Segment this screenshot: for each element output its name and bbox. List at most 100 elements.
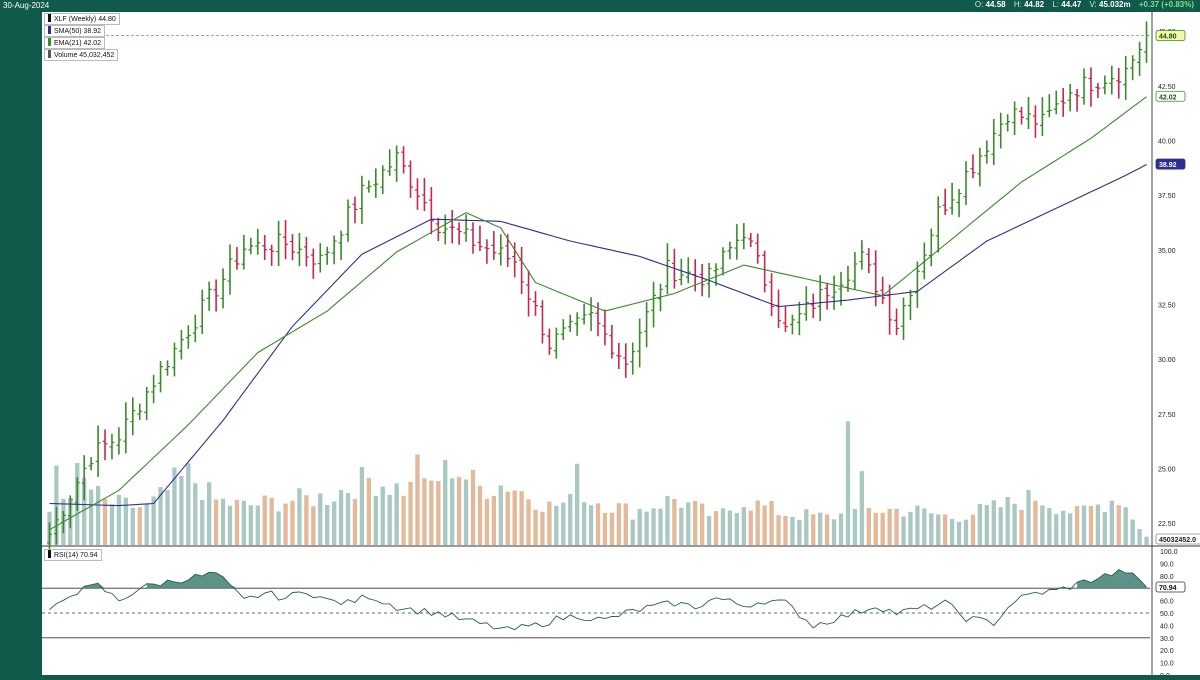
- rsi-tick-label: 90.0: [1160, 561, 1174, 568]
- legend-volume-text: Volume 45,032,452: [54, 52, 115, 59]
- rsi-tick-label: 100.0: [1160, 549, 1178, 556]
- volume-bar: [116, 494, 122, 545]
- date-label: 30-Aug-2024: [3, 1, 50, 10]
- price-badge-box: [1155, 30, 1186, 41]
- volume-bar: [713, 511, 719, 545]
- volume-bar: [699, 503, 705, 545]
- volume-bar: [977, 504, 983, 545]
- volume-bar: [443, 460, 448, 545]
- volume-bar: [151, 496, 156, 545]
- volume-bar: [1047, 507, 1052, 545]
- volume-bar: [408, 481, 413, 545]
- rsi-badge: 70.94: [1159, 585, 1177, 592]
- volume-bar: [463, 479, 469, 545]
- volume-bar: [1144, 536, 1149, 545]
- volume-bar: [234, 499, 240, 545]
- volume-label: V:: [1089, 0, 1097, 9]
- volume-bar: [88, 489, 94, 545]
- volume-bar: [1116, 505, 1121, 545]
- volume-bar: [852, 508, 858, 545]
- price-tick-label: 30.00: [1158, 357, 1176, 364]
- volume-bar: [248, 505, 253, 545]
- volume-bar: [811, 514, 816, 545]
- legend-price-swatch: [48, 14, 51, 22]
- volume-bar: [866, 508, 871, 545]
- volume-bar: [304, 495, 309, 545]
- volume-bar: [422, 478, 427, 545]
- ema-line: [49, 96, 1147, 531]
- volume-bar: [526, 499, 531, 545]
- volume-bar: [436, 481, 441, 545]
- legend-price: XLF (Weekly) 44.80: [44, 13, 120, 25]
- volume-bar: [540, 511, 545, 545]
- volume-bar: [998, 507, 1003, 545]
- volume-bar: [429, 480, 434, 545]
- volume-bar: [1061, 510, 1066, 545]
- volume-bar: [1102, 512, 1108, 545]
- volume-bar: [873, 512, 878, 545]
- sma-badge: 38.92: [1159, 162, 1177, 169]
- volume-bar: [477, 485, 483, 545]
- ema-badge-box: [1155, 90, 1186, 102]
- volume-bar: [484, 498, 490, 545]
- volume-bar: [255, 505, 260, 545]
- volume-bar: [651, 508, 656, 545]
- ema-badge: 42.02: [1159, 94, 1177, 101]
- volume-bar: [790, 516, 795, 545]
- volume-bar: [165, 490, 170, 545]
- volume-bar: [1095, 504, 1101, 545]
- price-tick-label: 40.00: [1158, 138, 1176, 145]
- volume-bar: [269, 497, 274, 545]
- volume-value: 45.032m: [1099, 0, 1131, 9]
- high-label: H:: [1013, 0, 1022, 9]
- sma-line: [49, 164, 1147, 507]
- price-tick-label: 42.50: [1158, 84, 1176, 91]
- legend-price-text: XLF (Weekly) 44.80: [54, 16, 116, 23]
- volume-bar: [1088, 505, 1094, 545]
- rsi-overbought-fill: [84, 569, 1147, 589]
- volume-bar: [220, 498, 226, 545]
- rsi-tick-label: 60.0: [1160, 599, 1174, 606]
- legend-ema-text: EMA(21) 42.02: [54, 40, 102, 47]
- legend-rsi-swatch: [48, 550, 51, 558]
- volume-bar: [179, 476, 184, 545]
- volume-bar: [262, 495, 267, 545]
- volume-bar: [54, 465, 59, 545]
- volume-bar: [831, 519, 837, 545]
- legend-volume-swatch: [48, 50, 51, 58]
- volume-badge: 45032452.0: [1159, 537, 1196, 544]
- volume-bar: [1067, 513, 1073, 545]
- legend-volume: Volume 45,032,452: [44, 49, 119, 61]
- volume-bar: [818, 512, 823, 545]
- rsi-tick-label: 80.0: [1160, 574, 1174, 581]
- price-tick-label: 27.50: [1158, 412, 1176, 419]
- volume-bar: [366, 478, 372, 545]
- rsi-tick-label: 30.0: [1160, 636, 1174, 643]
- price-tick-label: 37.50: [1158, 193, 1176, 200]
- volume-bar: [741, 507, 746, 545]
- volume-bar: [762, 505, 767, 545]
- legend-rsi: RSI(14) 70.94: [44, 549, 102, 561]
- volume-bar: [394, 483, 399, 545]
- chart-svg[interactable]: 22.50 25.00 27.50 30.00 32.50 35.00 37.50 40.00…: [20, 12, 1200, 680]
- volume-bar: [331, 501, 337, 545]
- volume-bar: [387, 494, 392, 545]
- volume-bar: [1040, 505, 1045, 545]
- volume-bar: [345, 493, 351, 545]
- grid-lines: [42, 12, 1200, 675]
- volume-bar: [672, 499, 677, 545]
- volume-bar: [1054, 514, 1059, 545]
- volume-bar: [491, 495, 497, 545]
- change-value: +0.37 (+0.83%): [1138, 0, 1194, 9]
- volume-bar: [338, 490, 344, 545]
- volume-bar: [595, 503, 601, 545]
- rsi-tick-label: 50.0: [1160, 611, 1174, 618]
- volume-bar: [95, 486, 101, 545]
- sma-badge-box: [1155, 158, 1186, 170]
- low-value: 44.47: [1061, 0, 1082, 9]
- volume-bar: [797, 519, 802, 545]
- volume-bar: [227, 505, 233, 545]
- volume-bar: [783, 515, 788, 545]
- chart-area[interactable]: 22.50 25.00 27.50 30.00 32.50 35.00 37.50 40.00…: [20, 12, 1200, 680]
- moving-averages: [46, 35, 1150, 531]
